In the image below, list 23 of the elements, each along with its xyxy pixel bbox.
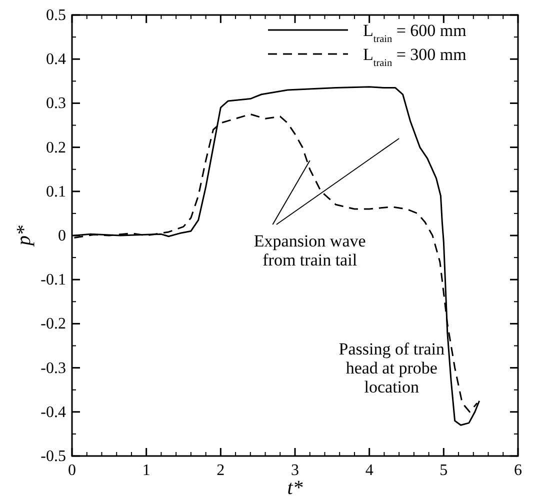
x-axis-title: t* [287,477,303,499]
y-tick-label: -0.2 [40,316,66,333]
annotation: Expansion wave from train tail [254,232,366,270]
y-tick-label: 0.1 [46,183,66,200]
y-tick-label: 0.3 [46,95,66,112]
x-tick-label: 1 [142,462,150,479]
y-tick-label: -0.1 [40,272,66,289]
x-tick-label: 4 [365,462,374,479]
y-tick-label: 0 [58,228,66,244]
x-tick-label: 5 [440,462,448,479]
y-tick-label: 0.2 [46,139,66,156]
x-tick-label: 2 [216,462,225,479]
x-tick-label: 6 [514,462,522,479]
y-axis-title: p* [13,226,35,248]
legend-label: L$_{train}$ = 600 mm [363,21,466,44]
y-tick-label: 0.5 [46,7,66,24]
x-tick-label: 3 [291,462,299,479]
legend-label: L$_{train}$ = 300 mm [363,45,466,68]
y-tick-label: -0.4 [40,404,66,421]
y-tick-label: -0.5 [40,448,66,465]
y-tick-label: 0.4 [46,51,66,68]
y-tick-label: -0.3 [40,360,66,377]
annotation: Passing of train head at probe location [338,340,446,397]
